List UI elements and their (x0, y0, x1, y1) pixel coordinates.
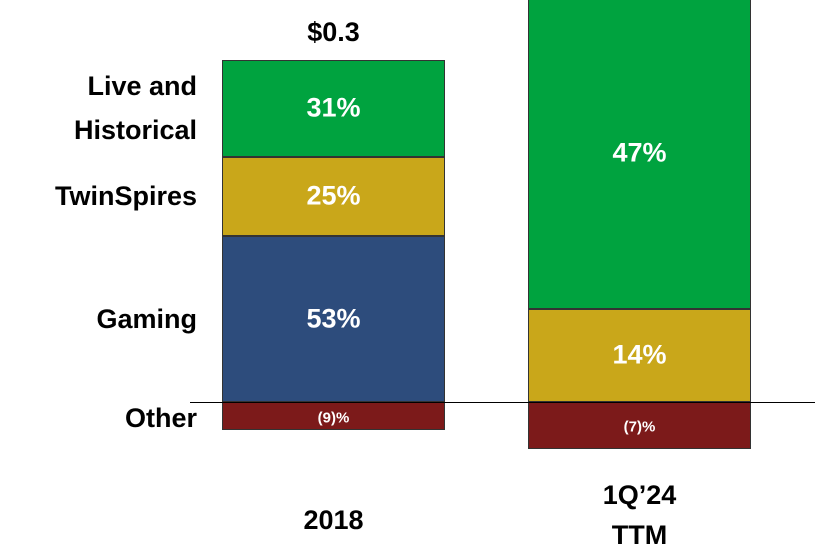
value-label: 14% (612, 339, 667, 370)
bar-segment (222, 59, 445, 158)
baseline (190, 402, 815, 403)
value-label: 47% (612, 137, 667, 168)
bar-segment (528, 0, 751, 309)
value-label: 25% (306, 180, 361, 211)
value-label: 31% (306, 92, 361, 123)
total-label: $0.3 (307, 16, 360, 47)
bar-segment (222, 235, 445, 402)
legend-label: TwinSpires (54, 181, 197, 212)
x-tick-label: 2018 (303, 505, 364, 535)
x-tick-label: 1Q’24 TTM (602, 480, 677, 550)
value-label: (9)% (317, 409, 350, 427)
legend-label: Gaming (96, 303, 197, 334)
bar-segment (528, 308, 751, 402)
bar-segment (222, 157, 445, 236)
legend-label: Other (124, 403, 197, 434)
legend-label: Live and Historical (73, 71, 197, 146)
value-label: 53% (306, 303, 361, 334)
value-label: (7)% (623, 418, 656, 436)
